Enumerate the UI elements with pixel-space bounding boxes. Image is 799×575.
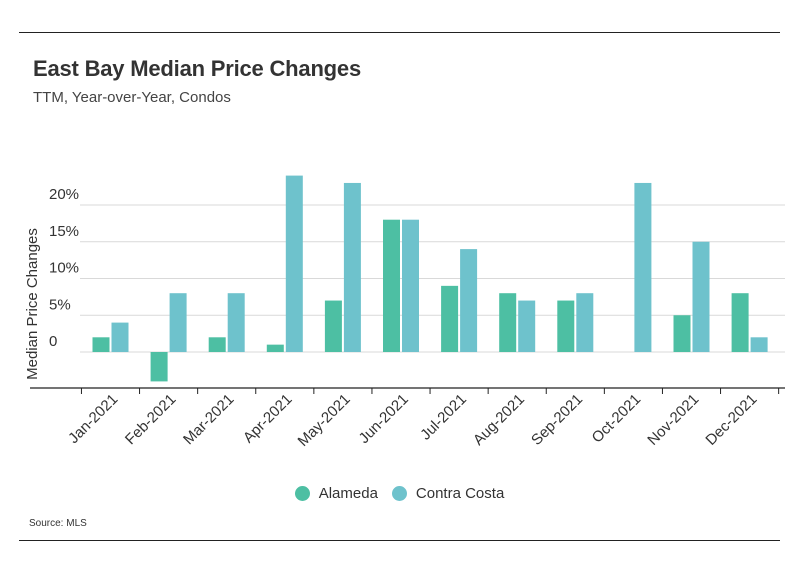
bar-contra-costa [111,322,129,352]
x-tick-label: Dec-2021 [702,391,760,449]
x-tick-label: Jun-2021 [356,391,412,447]
x-tick-label: Mar-2021 [180,391,237,448]
bar-alameda [673,315,691,352]
bar-contra-costa [169,293,187,352]
bar-alameda [208,337,226,352]
x-tick-label: Nov-2021 [644,391,702,449]
chart-title: East Bay Median Price Changes [33,56,361,81]
x-tick-label: Feb-2021 [122,391,179,448]
bar-alameda [92,337,110,352]
bar-contra-costa [518,300,536,352]
legend-swatch-alameda [294,486,310,501]
source-note: Source: MLS [29,518,87,529]
legend-item-alameda: Alameda [294,485,378,502]
x-tick-label: Sep-2021 [528,391,586,449]
bar-contra-costa [402,219,419,352]
bar-contra-costa [227,293,245,352]
bar-alameda [324,300,342,352]
top-rule [19,32,780,33]
y-tick-label: 0 [49,333,57,350]
x-tick-label: Aug-2021 [470,391,528,449]
bar-contra-costa [460,249,478,352]
x-tick-label: May-2021 [295,391,354,450]
bar-contra-costa [750,337,768,352]
y-tick-label: 20% [49,186,79,203]
y-tick-label: 15% [49,223,79,240]
bar-alameda [499,293,517,352]
bar-alameda [441,285,459,352]
legend: Alameda Contra Costa [0,485,799,502]
legend-swatch-contra-costa [391,486,407,501]
bar-contra-costa [343,182,361,352]
bar-contra-costa [692,241,710,352]
y-tick-label: 10% [49,260,79,277]
bar-alameda [150,352,168,382]
legend-label-contra-costa: Contra Costa [415,485,505,502]
y-tick-label: 5% [49,296,71,313]
bar-alameda [731,293,749,352]
bar-alameda [557,300,575,352]
bar-alameda [383,219,400,352]
y-axis-title: Median Price Changes [24,228,41,380]
x-tick-label: Jan-2021 [65,391,121,447]
bar-alameda [266,344,284,352]
x-tick-label: Apr-2021 [240,391,296,447]
legend-label-alameda: Alameda [318,485,378,502]
bar-contra-costa [285,175,303,352]
bottom-rule [19,540,780,541]
bar-contra-costa [576,293,594,352]
chart-subtitle: TTM, Year-over-Year, Condos [33,89,231,106]
x-tick-label: Oct-2021 [589,391,645,447]
x-tick-label: Jul-2021 [417,391,470,444]
legend-item-contra-costa: Contra Costa [391,485,505,502]
bar-contra-costa [634,182,652,352]
